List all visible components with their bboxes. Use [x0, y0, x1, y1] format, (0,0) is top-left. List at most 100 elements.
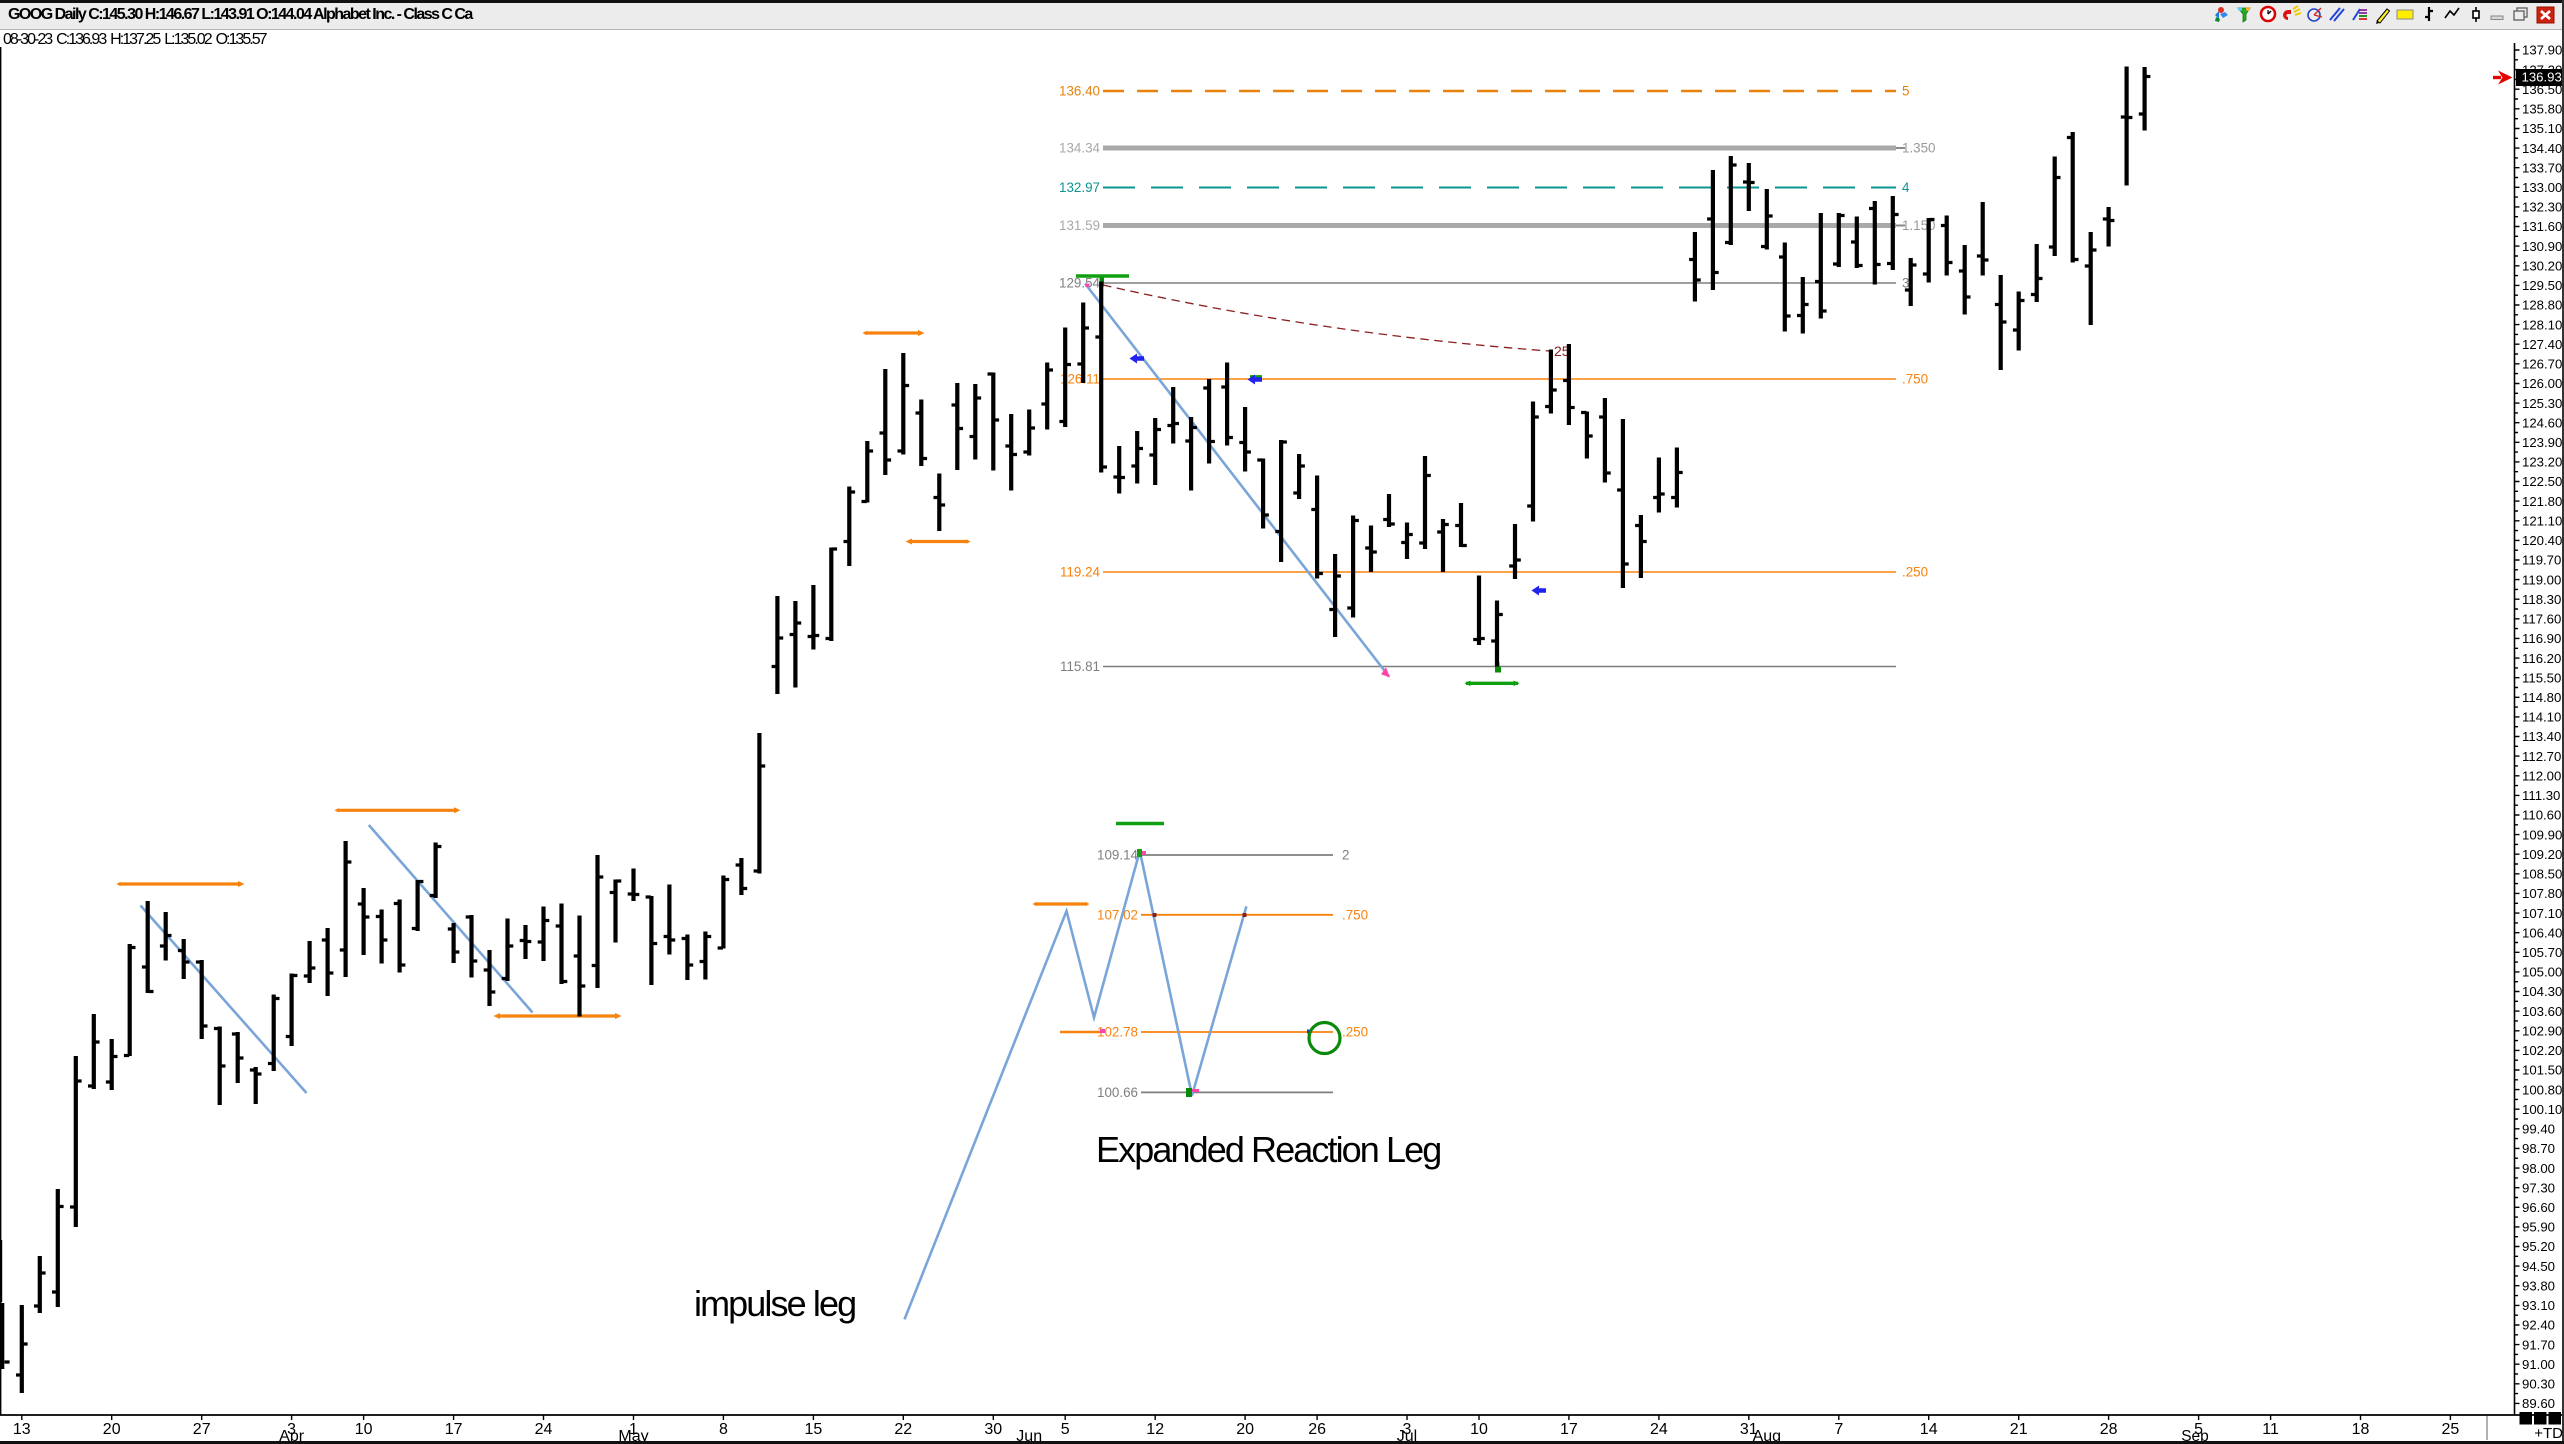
svg-text:104.30: 104.30 [2522, 984, 2562, 999]
svg-text:Jul: Jul [1397, 1428, 1417, 1444]
svg-text:112.00: 112.00 [2522, 769, 2561, 784]
svg-text:115.50: 115.50 [2522, 670, 2561, 685]
svg-text:89.60: 89.60 [2522, 1396, 2555, 1411]
svg-text:20: 20 [103, 1421, 121, 1438]
svg-text:25: 25 [1554, 343, 1570, 359]
svg-text:Aug: Aug [1753, 1428, 1781, 1444]
svg-text:96.60: 96.60 [2522, 1200, 2555, 1215]
svg-text:119.00: 119.00 [2522, 572, 2561, 587]
svg-text:27: 27 [193, 1421, 211, 1438]
svg-text:+TD: +TD [2534, 1425, 2563, 1442]
svg-text:132.97: 132.97 [1059, 180, 1100, 195]
svg-text:128.10: 128.10 [2522, 317, 2562, 332]
svg-text:116.20: 116.20 [2522, 651, 2561, 666]
svg-text:98.70: 98.70 [2522, 1141, 2555, 1156]
svg-text:3: 3 [1902, 276, 1909, 291]
svg-text:25: 25 [2442, 1421, 2460, 1438]
svg-text:.750: .750 [1342, 907, 1368, 922]
svg-text:121.80: 121.80 [2522, 494, 2562, 509]
svg-text:15: 15 [805, 1421, 823, 1438]
svg-text:Apr: Apr [279, 1428, 305, 1444]
svg-text:137.90: 137.90 [2522, 43, 2562, 58]
svg-text:112.70: 112.70 [2522, 749, 2561, 764]
svg-text:98.00: 98.00 [2522, 1161, 2555, 1176]
svg-text:129.54: 129.54 [1059, 276, 1101, 291]
svg-text:125.30: 125.30 [2522, 396, 2562, 411]
svg-text:134.34: 134.34 [1059, 141, 1101, 156]
svg-text:131.60: 131.60 [2522, 219, 2562, 234]
svg-text:108.50: 108.50 [2522, 867, 2562, 882]
svg-text:90.30: 90.30 [2522, 1377, 2555, 1392]
svg-text:116.90: 116.90 [2522, 631, 2561, 646]
svg-text:129.50: 129.50 [2522, 278, 2562, 293]
svg-text:135.80: 135.80 [2522, 102, 2562, 117]
svg-text:5: 5 [1061, 1421, 1070, 1438]
svg-text:130.90: 130.90 [2522, 239, 2562, 254]
svg-text:118.30: 118.30 [2522, 592, 2561, 607]
svg-text:102.90: 102.90 [2522, 1024, 2562, 1039]
svg-text:100.66: 100.66 [1097, 1085, 1138, 1100]
svg-text:121.10: 121.10 [2522, 514, 2562, 529]
svg-text:101.50: 101.50 [2522, 1063, 2562, 1078]
svg-text:107.80: 107.80 [2522, 886, 2562, 901]
svg-text:11: 11 [2262, 1421, 2279, 1438]
svg-text:7: 7 [1834, 1421, 1843, 1438]
svg-text:122.50: 122.50 [2522, 474, 2562, 489]
svg-text:115.81: 115.81 [1060, 659, 1100, 674]
svg-text:22: 22 [894, 1421, 912, 1438]
svg-text:95.90: 95.90 [2522, 1220, 2555, 1235]
svg-text:92.40: 92.40 [2522, 1318, 2555, 1333]
svg-text:17: 17 [1560, 1421, 1578, 1438]
svg-text:100.80: 100.80 [2522, 1082, 2562, 1097]
svg-text:13: 13 [13, 1421, 31, 1438]
svg-text:Expanded Reaction Leg: Expanded Reaction Leg [1096, 1129, 1440, 1170]
svg-text:119.70: 119.70 [2522, 553, 2561, 568]
svg-text:126.00: 126.00 [2522, 376, 2562, 391]
svg-text:107.10: 107.10 [2522, 906, 2562, 921]
svg-text:24: 24 [1650, 1421, 1668, 1438]
svg-text:117.60: 117.60 [2522, 612, 2561, 627]
svg-text:.750: .750 [1902, 372, 1928, 387]
svg-text:1.350: 1.350 [1902, 141, 1936, 156]
svg-text:31: 31 [1740, 1421, 1758, 1438]
svg-text:114.10: 114.10 [2522, 710, 2561, 725]
svg-text:5: 5 [1902, 84, 1909, 99]
svg-text:107.02: 107.02 [1097, 907, 1138, 922]
svg-text:93.10: 93.10 [2522, 1298, 2555, 1313]
svg-text:3: 3 [287, 1421, 296, 1438]
svg-text:109.14: 109.14 [1097, 848, 1139, 863]
svg-text:124.60: 124.60 [2522, 415, 2562, 430]
svg-text:30: 30 [984, 1421, 1002, 1438]
svg-text:126.70: 126.70 [2522, 357, 2562, 372]
svg-text:Sep: Sep [2181, 1428, 2209, 1444]
svg-text:109.20: 109.20 [2522, 847, 2562, 862]
svg-text:94.50: 94.50 [2522, 1259, 2555, 1274]
svg-text:127.40: 127.40 [2522, 337, 2562, 352]
svg-text:136.93: 136.93 [2522, 70, 2562, 85]
svg-text:21: 21 [2010, 1421, 2028, 1438]
svg-text:12: 12 [1146, 1421, 1164, 1438]
svg-text:114.80: 114.80 [2522, 690, 2561, 705]
svg-text:135.10: 135.10 [2522, 121, 2562, 136]
svg-text:Jun: Jun [1016, 1428, 1042, 1444]
svg-text:133.70: 133.70 [2522, 160, 2562, 175]
svg-text:91.00: 91.00 [2522, 1357, 2555, 1372]
svg-text:24: 24 [535, 1421, 553, 1438]
svg-text:97.30: 97.30 [2522, 1180, 2555, 1195]
svg-text:5: 5 [2194, 1421, 2203, 1438]
svg-text:.250: .250 [1342, 1025, 1368, 1040]
svg-text:102.20: 102.20 [2522, 1043, 2562, 1058]
svg-text:133.00: 133.00 [2522, 180, 2562, 195]
svg-text:126.11: 126.11 [1060, 372, 1100, 387]
svg-text:111.30: 111.30 [2522, 788, 2560, 803]
svg-text:123.20: 123.20 [2522, 455, 2562, 470]
svg-text:2: 2 [1342, 848, 1349, 863]
svg-text:17: 17 [445, 1421, 463, 1438]
svg-text:119.24: 119.24 [1060, 565, 1101, 580]
svg-text:93.80: 93.80 [2522, 1278, 2555, 1293]
svg-text:99.40: 99.40 [2522, 1122, 2555, 1137]
svg-text:91.70: 91.70 [2522, 1337, 2555, 1352]
svg-text:100.10: 100.10 [2522, 1102, 2562, 1117]
svg-text:105.00: 105.00 [2522, 965, 2562, 980]
svg-text:28: 28 [2100, 1421, 2118, 1438]
